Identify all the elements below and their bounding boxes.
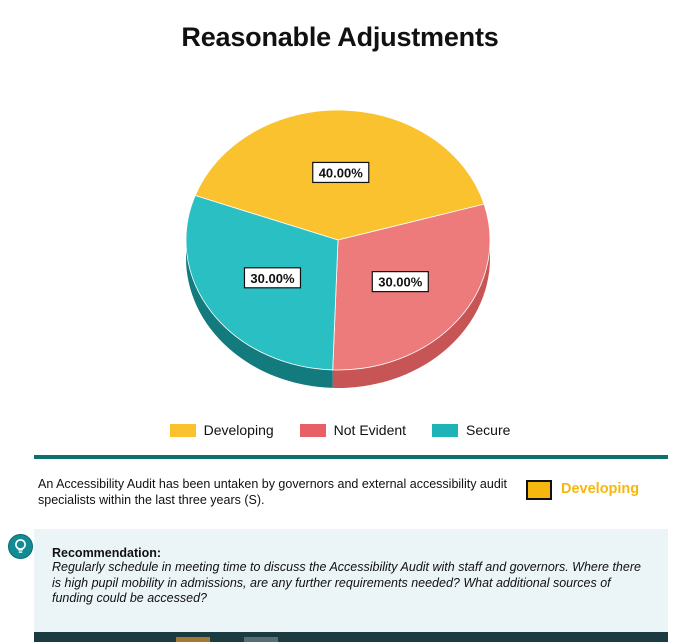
- recommendation-title: Recommendation:: [52, 546, 162, 560]
- legend-item-not-evident: Not Evident: [299, 422, 407, 438]
- status-swatch: [526, 480, 552, 500]
- legend-swatch-not-evident: [299, 423, 326, 437]
- legend-swatch-secure: [432, 423, 459, 437]
- pie-side-secure: [186, 240, 333, 388]
- svg-text:40.00%: 40.00%: [319, 165, 364, 180]
- svg-text:30.00%: 30.00%: [378, 275, 423, 290]
- legend-item-developing: Developing: [169, 422, 274, 438]
- footer-bar: [34, 632, 668, 642]
- audit-statement: An Accessibility Audit has been untaken …: [38, 477, 508, 507]
- footer-segment: [176, 637, 210, 642]
- recommendation-body: Regularly schedule in meeting time to di…: [52, 560, 641, 605]
- legend-item-secure: Secure: [432, 422, 510, 438]
- section-divider: [34, 455, 668, 459]
- chart-legend: Developing Not Evident Secure: [0, 422, 680, 438]
- legend-label-not-evident: Not Evident: [333, 422, 407, 438]
- data-label-secure: 30.00%: [243, 267, 302, 289]
- lightbulb-icon: [8, 534, 33, 559]
- pie-chart: 40.00% 30.00% 30.00%: [185, 109, 491, 388]
- footer-segment: [244, 637, 278, 642]
- status-label: Developing: [561, 481, 640, 497]
- pie-side-not-evident: [332, 240, 490, 388]
- data-label-developing: 40.00%: [312, 161, 370, 184]
- recommendation-panel: [34, 529, 668, 632]
- legend-label-secure: Secure: [466, 422, 511, 438]
- legend-swatch-developing: [169, 423, 196, 437]
- data-label-not-evident: 30.00%: [371, 271, 429, 293]
- chart-title: Reasonable Adjustments: [181, 22, 499, 52]
- svg-text:30.00%: 30.00%: [250, 271, 295, 286]
- legend-label-developing: Developing: [203, 422, 274, 438]
